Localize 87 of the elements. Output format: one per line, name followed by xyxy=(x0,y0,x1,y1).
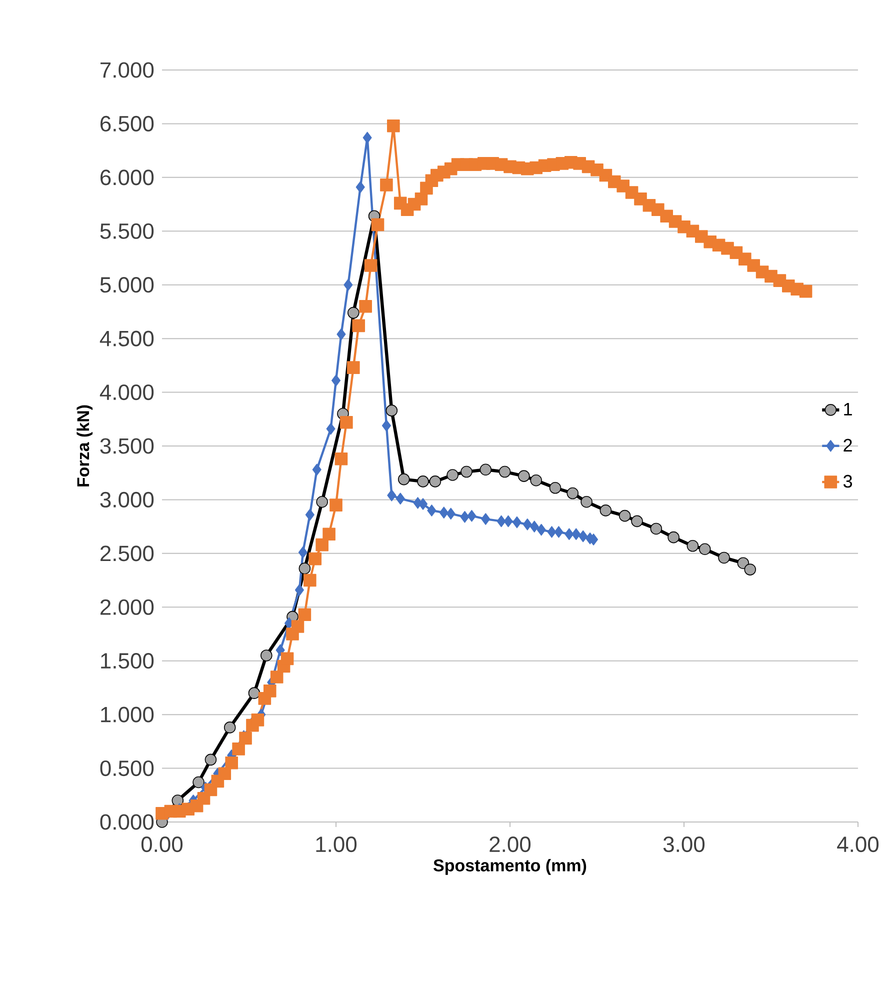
legend-label: 1 xyxy=(844,402,852,416)
point xyxy=(580,496,592,508)
point xyxy=(618,510,631,522)
y-tick-label: 5.500 xyxy=(100,223,154,239)
point xyxy=(496,515,506,528)
point xyxy=(344,278,353,291)
point xyxy=(566,487,579,500)
legend-label: 2 xyxy=(844,438,852,452)
point xyxy=(668,531,680,544)
x-axis-title: Spostamento (mm) xyxy=(434,858,586,875)
point xyxy=(224,722,236,734)
point xyxy=(331,374,341,386)
x-tick-label: 1.00 xyxy=(316,836,357,852)
point xyxy=(192,776,204,788)
point xyxy=(305,508,314,521)
point xyxy=(744,564,756,576)
point xyxy=(446,469,458,481)
x-tick-label: 3.00 xyxy=(663,836,705,852)
point xyxy=(547,526,556,538)
point xyxy=(312,464,322,476)
y-axis-title: Forza (kN) xyxy=(76,405,93,486)
point xyxy=(631,515,643,528)
point xyxy=(498,466,511,478)
point xyxy=(446,508,456,520)
point xyxy=(417,476,429,488)
point xyxy=(460,511,470,523)
point xyxy=(698,543,711,556)
point xyxy=(522,518,532,530)
point xyxy=(481,513,490,525)
point xyxy=(298,546,308,558)
x-tick-label: 4.00 xyxy=(837,836,879,852)
x-tick-label: 2.00 xyxy=(490,836,531,852)
point xyxy=(316,496,328,508)
y-tick-label: 0.500 xyxy=(100,760,154,776)
point xyxy=(362,132,372,144)
point xyxy=(347,306,360,319)
point xyxy=(276,644,285,656)
point xyxy=(600,504,612,516)
point xyxy=(578,530,588,542)
point xyxy=(294,584,304,596)
point xyxy=(686,540,699,552)
point xyxy=(504,515,513,528)
y-tick-label: 6.000 xyxy=(100,170,154,186)
y-tick-label: 7.000 xyxy=(100,62,154,78)
point xyxy=(260,650,272,662)
point xyxy=(248,687,260,699)
point xyxy=(439,506,448,519)
point xyxy=(298,562,311,574)
point xyxy=(429,476,442,488)
point xyxy=(737,557,750,569)
point xyxy=(396,492,405,505)
point xyxy=(382,420,391,432)
y-tick-label: 3.000 xyxy=(100,492,154,508)
point xyxy=(326,422,336,435)
y-tick-label: 4.000 xyxy=(100,384,154,400)
legend-label: 3 xyxy=(843,474,852,488)
y-tick-label: 5.000 xyxy=(100,277,154,293)
y-tick-label: 4.500 xyxy=(100,330,154,346)
point xyxy=(204,754,217,766)
point xyxy=(650,522,662,535)
point xyxy=(467,510,476,522)
point xyxy=(518,470,530,482)
point xyxy=(718,552,730,564)
point xyxy=(398,473,410,486)
point xyxy=(480,464,492,476)
point xyxy=(336,328,346,340)
y-tick-label: 2.500 xyxy=(100,546,154,562)
y-tick-label: 3.500 xyxy=(100,438,154,454)
point xyxy=(387,490,396,502)
x-tick-label: 0.00 xyxy=(141,836,183,852)
point xyxy=(427,504,436,516)
point xyxy=(572,528,581,540)
point xyxy=(530,474,542,486)
point xyxy=(564,528,574,540)
y-tick-label: 2.000 xyxy=(100,599,154,615)
point xyxy=(356,181,365,193)
point xyxy=(549,482,562,494)
point xyxy=(536,524,546,536)
y-tick-label: 1.000 xyxy=(101,706,154,722)
point xyxy=(530,520,539,532)
y-tick-label: 6.500 xyxy=(100,116,154,132)
y-tick-label: 1.500 xyxy=(101,653,154,669)
y-tick-label: 0.000 xyxy=(100,814,154,830)
point xyxy=(512,516,522,528)
point xyxy=(386,404,398,416)
point xyxy=(554,526,564,538)
point xyxy=(460,466,472,478)
